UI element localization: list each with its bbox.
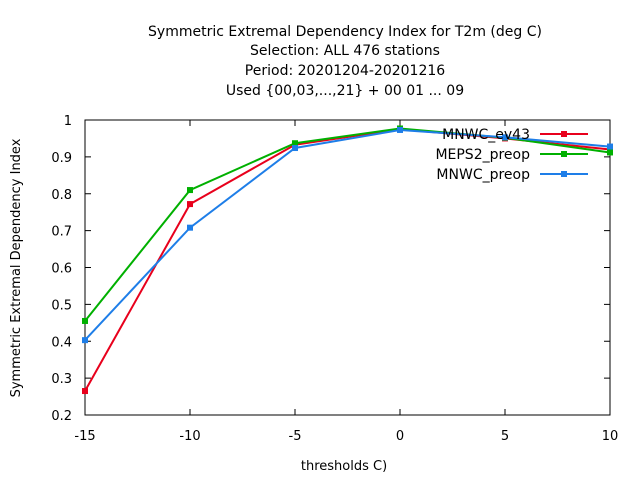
- x-tick-label: 5: [501, 429, 509, 444]
- chart-title-line-1: Symmetric Extremal Dependency Index for …: [148, 24, 542, 40]
- y-tick-label: 0.9: [51, 151, 72, 166]
- data-point-MEPS2_preop: [187, 187, 193, 194]
- data-point-MNWC_ev43: [187, 201, 193, 208]
- legend-marker: [561, 151, 567, 157]
- y-tick-label: 0.4: [51, 335, 72, 350]
- chart-title-line-2: Selection: ALL 476 stations: [250, 43, 440, 59]
- chart-title-line-3: Period: 20201204-20201216: [245, 63, 445, 79]
- legend-marker: [561, 131, 567, 137]
- data-point-MNWC_preop: [292, 145, 298, 152]
- legend-label: MNWC_preop: [436, 167, 530, 183]
- x-tick-label: 10: [602, 429, 619, 444]
- axis-ticks: -15 -10 -5 0 5 10 0.2 0.3 0.4 0.5 0.6 0.7 0.8 0.9 1: [51, 114, 618, 444]
- data-point-MEPS2_preop: [292, 140, 298, 147]
- y-tick-label: 0.7: [51, 225, 72, 240]
- data-point-MNWC_preop: [187, 224, 193, 231]
- data-point-MNWC_ev43: [82, 388, 88, 395]
- data-point-MNWC_preop: [607, 143, 613, 150]
- y-tick-label: 0.6: [51, 262, 72, 277]
- plot-frame: [84, 119, 611, 416]
- y-tick-label: 0.8: [51, 188, 72, 203]
- y-tick-label: 0.5: [51, 298, 72, 313]
- y-tick-label: 0.2: [51, 409, 72, 424]
- x-tick-label: -10: [179, 429, 200, 444]
- chart-title-line-4: Used {00,03,...,21} + 00 01 ... 09: [226, 83, 464, 99]
- series-line-MNWC_preop: [84, 128, 611, 341]
- x-tick-label: 0: [396, 429, 404, 444]
- data-point-MEPS2_preop: [607, 149, 613, 156]
- y-axis-label: Symmetric Extremal Dependency Index: [9, 138, 24, 397]
- series-line-MNWC_ev43: [84, 128, 611, 392]
- y-tick-label: 0.3: [51, 372, 72, 387]
- chart-title-block: Symmetric Extremal Dependency Index for …: [148, 24, 542, 99]
- x-axis-label: thresholds C): [301, 459, 387, 474]
- legend: MNWC_ev43 MEPS2_preop MNWC_preop: [435, 127, 588, 183]
- legend-marker: [561, 171, 567, 177]
- x-tick-label: -15: [74, 429, 95, 444]
- x-tick-label: -5: [289, 429, 302, 444]
- data-point-MNWC_preop: [397, 126, 403, 133]
- data-point-MEPS2_preop: [82, 317, 88, 324]
- series-group: [82, 125, 613, 395]
- series-line-MEPS2_preop: [84, 127, 611, 322]
- legend-label: MEPS2_preop: [435, 147, 530, 163]
- legend-label: MNWC_ev43: [442, 127, 530, 143]
- data-point-MNWC_preop: [82, 337, 88, 344]
- y-tick-label: 1: [64, 114, 72, 129]
- data-point-MNWC_preop: [502, 134, 508, 141]
